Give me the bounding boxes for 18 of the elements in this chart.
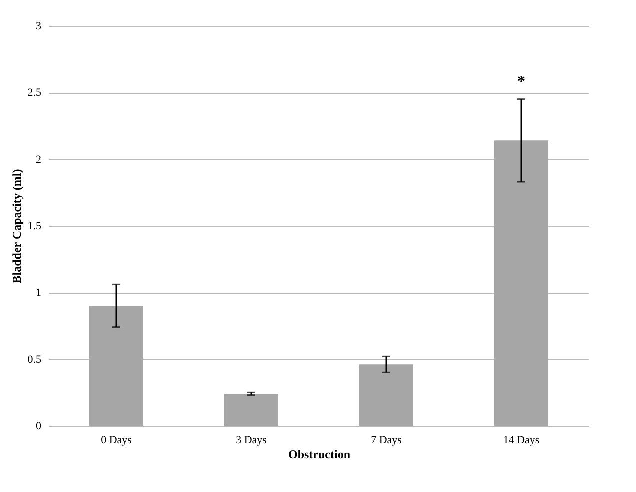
x-axis-title: Obstruction [288,448,351,462]
y-axis-title: Bladder Capacity (ml) [10,169,24,284]
x-tick-label: 3 Days [236,434,267,446]
annotation: * [518,73,526,90]
y-tick-label: 1.5 [28,220,42,232]
y-tick-label: 2.5 [28,87,42,100]
y-tick-label: 3 [36,20,42,32]
y-tick-label: 2 [36,154,42,166]
bar [494,140,548,426]
x-tick-label: 0 Days [101,434,132,446]
y-tick-label: 1 [36,287,42,300]
y-tick-label: 0.5 [28,354,42,366]
bar [90,306,144,426]
x-tick-label: 7 Days [371,434,402,446]
y-tick-label: 0 [36,420,42,432]
bar [224,394,278,426]
x-tick-label: 14 Days [503,434,540,446]
bar [360,364,414,426]
